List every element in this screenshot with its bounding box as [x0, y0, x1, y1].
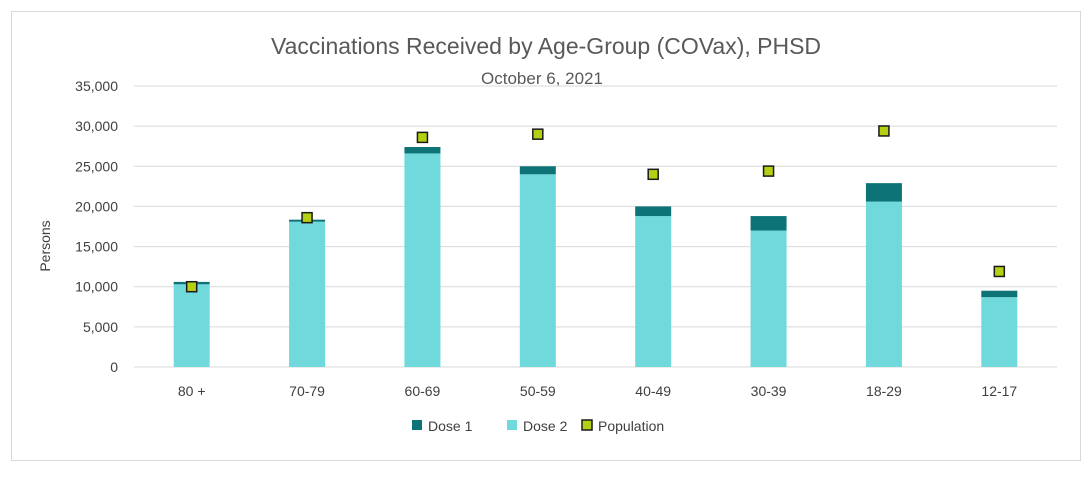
population-marker [532, 128, 544, 140]
y-tick-label: 30,000 [75, 118, 118, 134]
population-marker [762, 165, 775, 177]
chart-frame: Vaccinations Received by Age-Group (COVa… [11, 11, 1081, 461]
legend-label: Population [598, 418, 664, 434]
bar-dose-2 [750, 230, 787, 367]
x-tick-label: 60-69 [405, 383, 441, 399]
y-tick-label: 35,000 [75, 78, 118, 94]
x-tick-label: 18-29 [866, 383, 902, 399]
bar-dose-2 [173, 284, 210, 367]
y-tick-label: 25,000 [75, 158, 118, 174]
y-tick-label: 20,000 [75, 198, 118, 214]
bar-dose-1 [404, 147, 441, 154]
bar-dose-1 [635, 206, 672, 217]
legend-label: Dose 1 [428, 418, 473, 434]
chart-svg: Vaccinations Received by Age-Group (COVa… [37, 33, 1057, 434]
bar-dose-1 [519, 166, 556, 175]
bar-dose-2 [289, 221, 326, 367]
bar-dose-1 [981, 290, 1018, 298]
legend-swatch-population [581, 419, 593, 431]
x-tick-label: 12-17 [981, 383, 1017, 399]
bar-dose-2 [519, 174, 556, 367]
chart-title: Vaccinations Received by Age-Group (COVa… [271, 33, 821, 59]
x-tick-label: 40-49 [635, 383, 671, 399]
population-marker [416, 131, 429, 144]
x-tick-label: 50-59 [520, 383, 556, 399]
y-axis-ticks: 0 5,000 10,000 15,000 20,000 25,000 30,000 35,0… [75, 78, 118, 375]
y-tick-label: 15,000 [75, 239, 118, 255]
bar-dose-2 [635, 216, 672, 367]
y-axis-label: Persons [37, 220, 53, 271]
bars [173, 147, 1018, 367]
population-marker [647, 168, 659, 181]
bar-dose-2 [865, 201, 902, 367]
legend-label: Dose 2 [523, 418, 568, 434]
bar-dose-1 [865, 183, 902, 202]
y-tick-label: 5,000 [83, 319, 118, 335]
x-tick-label: 30-39 [751, 383, 787, 399]
population-markers [185, 125, 1006, 293]
bar-dose-2 [404, 153, 441, 367]
bar-dose-1 [750, 216, 787, 231]
x-axis-ticks: 80 + 70-79 60-69 50-59 40-49 30-39 18-29 12-17 [178, 383, 1018, 399]
population-marker [993, 265, 1006, 278]
x-tick-label: 70-79 [289, 383, 325, 399]
gridlines [134, 85, 1057, 368]
legend: Dose 1 Dose 2 Population [412, 418, 664, 434]
population-marker [301, 211, 313, 224]
y-tick-label: 10,000 [75, 279, 118, 295]
chart-subtitle: October 6, 2021 [481, 69, 603, 88]
population-marker [185, 280, 198, 293]
population-marker [878, 125, 890, 137]
legend-swatch [507, 420, 517, 430]
y-tick-label: 0 [110, 359, 118, 375]
x-tick-label: 80 + [178, 383, 206, 399]
legend-swatch [412, 420, 422, 430]
bar-dose-2 [981, 297, 1018, 367]
